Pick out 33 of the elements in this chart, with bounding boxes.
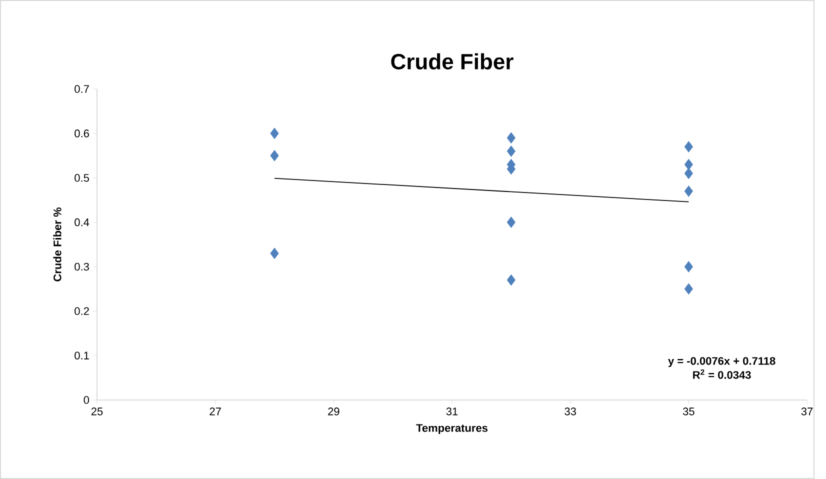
point <box>270 128 279 140</box>
annotation: R$^{2}$ = 0.0343 <box>693 369 751 379</box>
y-tick-label: 0.1 <box>74 352 89 360</box>
point <box>270 150 279 162</box>
y-tick-label: 0.5 <box>74 174 89 182</box>
point <box>684 185 693 197</box>
point <box>506 132 516 144</box>
y-tick-label: 0.3 <box>74 262 89 271</box>
x-axis-title: Temperatures <box>416 424 488 434</box>
y-axis-title: Crude Fiber % <box>53 208 62 282</box>
point <box>506 216 516 228</box>
y-tick-label: 0.6 <box>74 130 89 138</box>
point <box>684 283 693 295</box>
point <box>684 261 693 272</box>
x-tick-label: 37 <box>801 408 813 416</box>
x-tick-label: 27 <box>210 408 221 416</box>
point <box>684 168 693 180</box>
y-tick-label: 0.2 <box>74 307 89 316</box>
point <box>270 248 279 260</box>
point <box>684 141 693 152</box>
point <box>684 158 693 170</box>
point <box>506 146 516 157</box>
x-tick-label: 29 <box>328 408 340 416</box>
x-tick-label: 33 <box>564 408 576 416</box>
y-tick-label: 0.4 <box>74 218 90 226</box>
annotation: y = -0.0076x + 0.7118 <box>668 357 776 368</box>
chart-title: Crude Fiber <box>391 53 514 70</box>
x-tick-label: 25 <box>91 408 103 416</box>
y-tick-label: 0 <box>84 396 90 404</box>
x-tick-label: 31 <box>446 408 458 416</box>
x-tick-label: 35 <box>682 408 694 416</box>
point <box>506 274 516 286</box>
y-tick-label: 0.7 <box>74 85 89 93</box>
